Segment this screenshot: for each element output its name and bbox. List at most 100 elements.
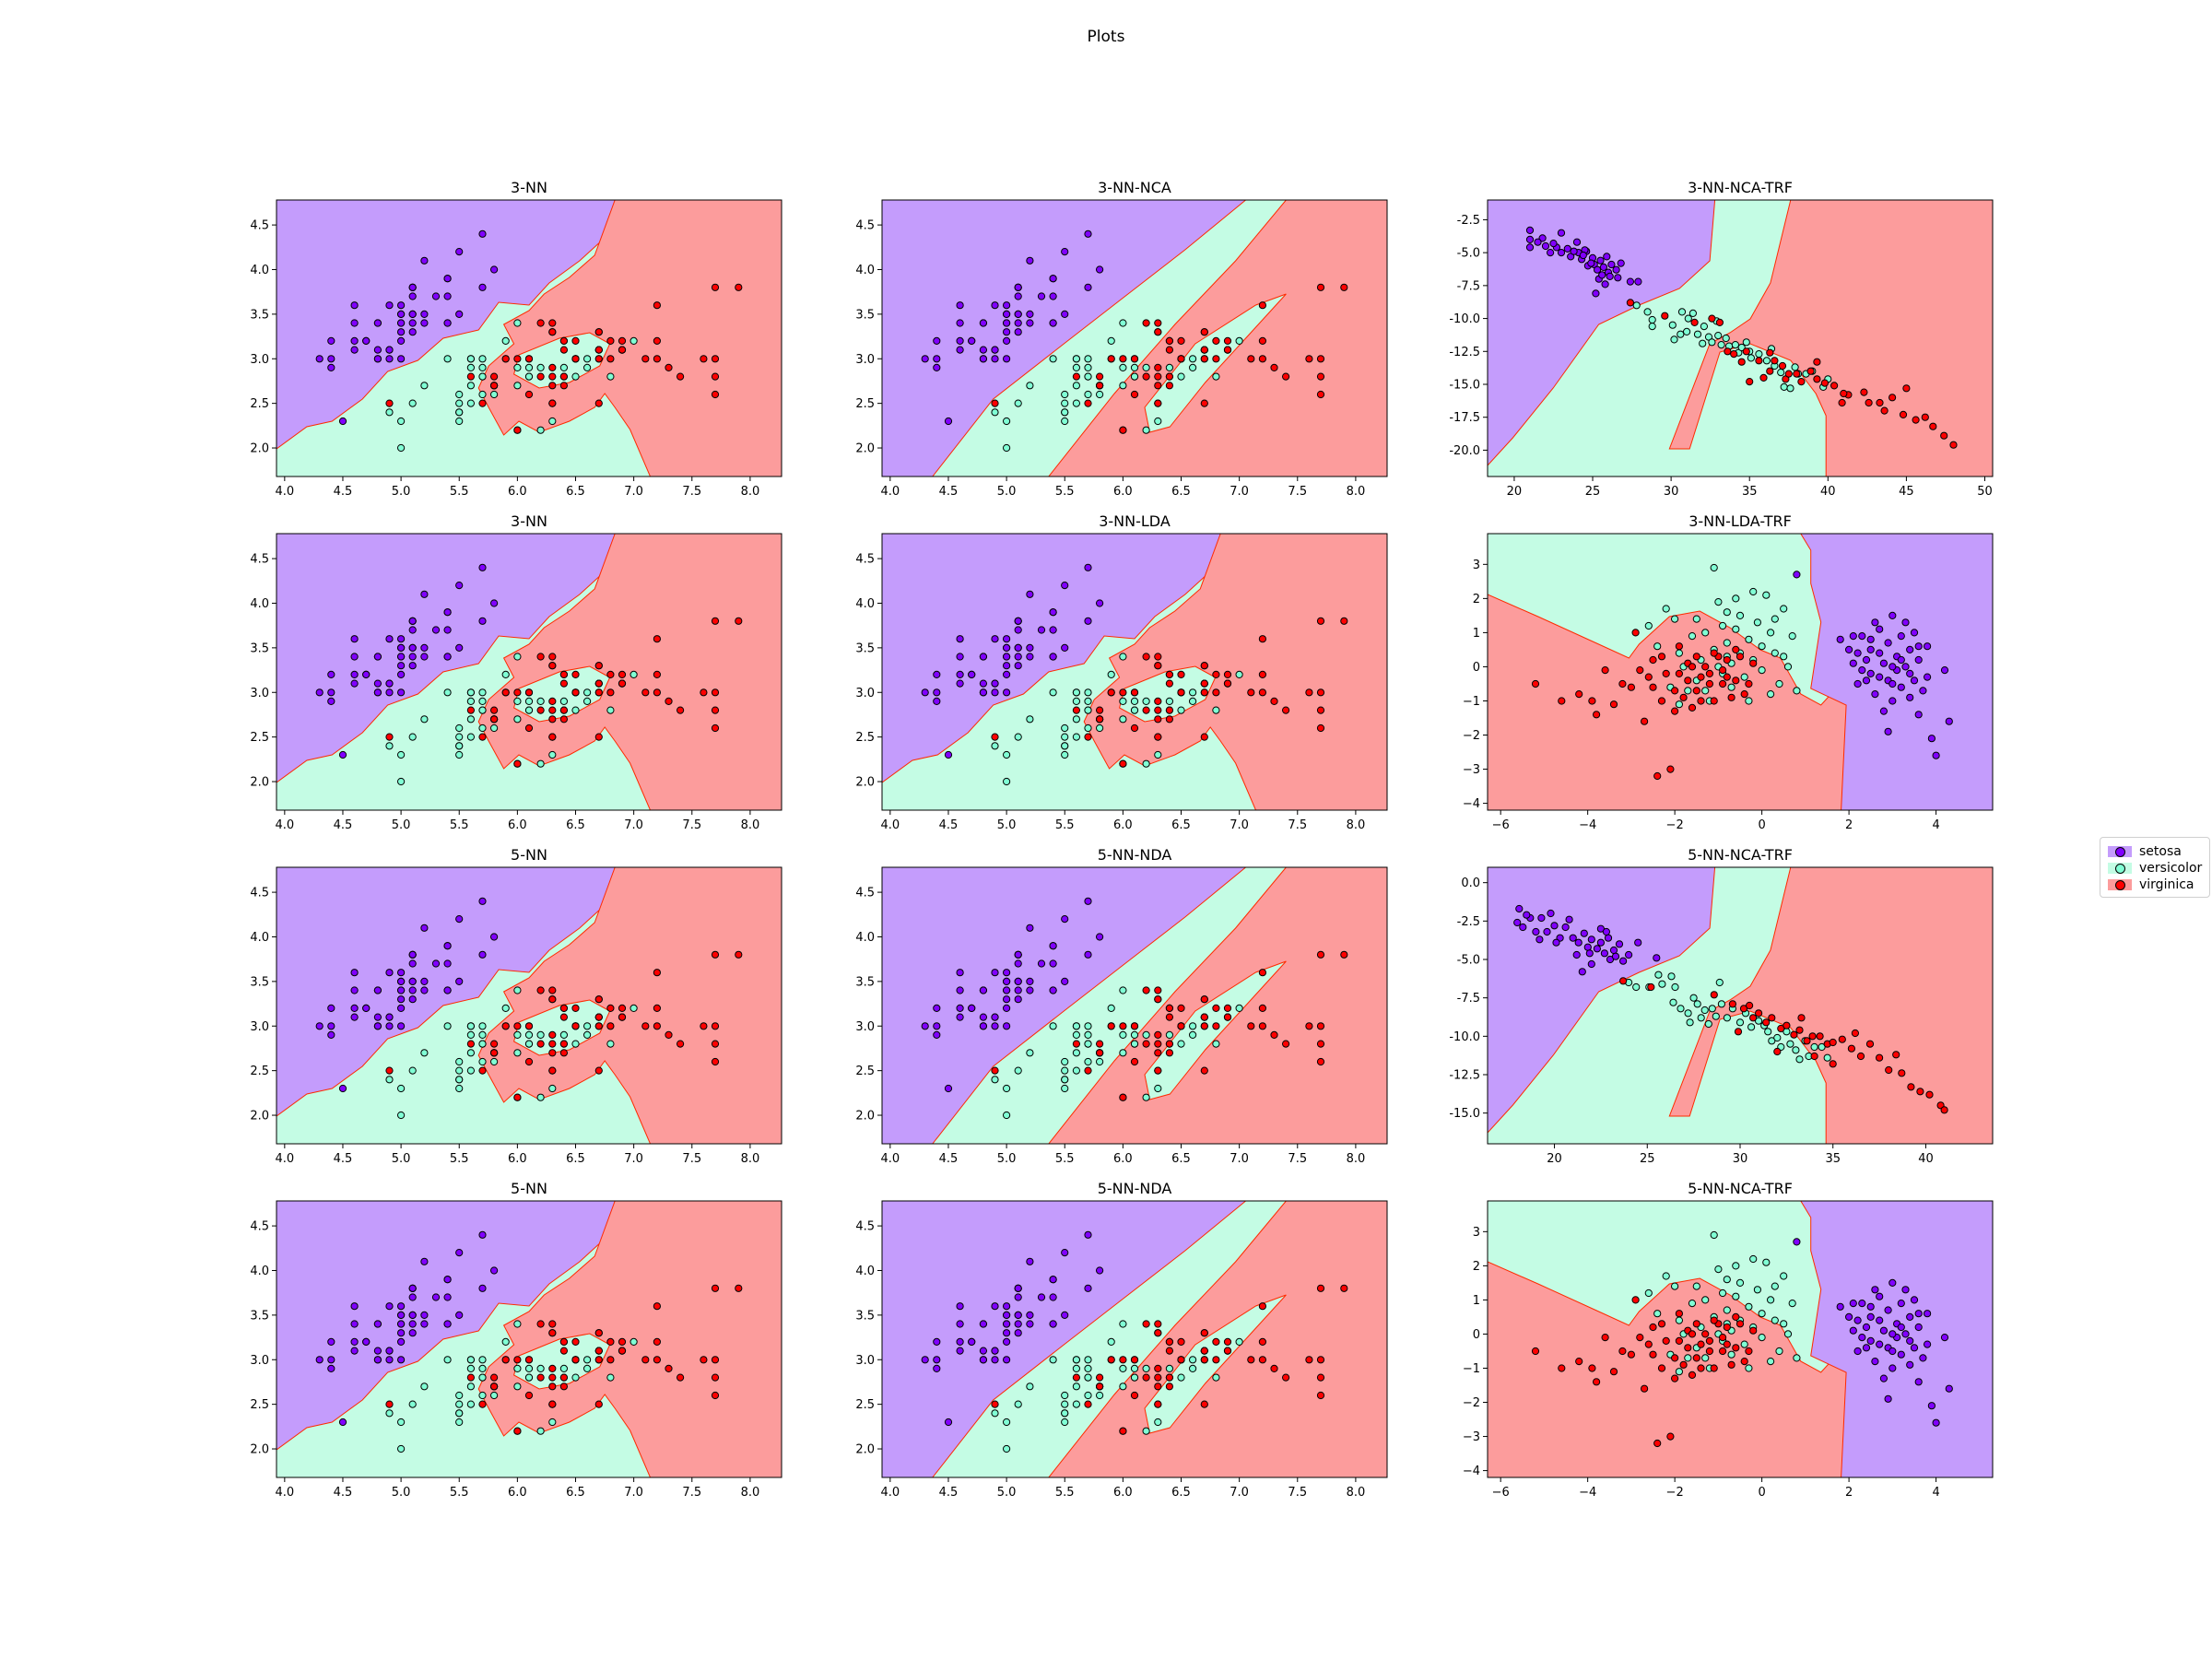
subplot-2-point-versicolor-26: [1189, 355, 1197, 363]
subplot-11-point-virginica-50: [1107, 1356, 1115, 1364]
subplot-1-point-virginica-36: [711, 355, 720, 363]
subplot-9-title: 5-NN-NCA-TRF: [1688, 846, 1793, 864]
subplot-12-point-virginica-2: [1558, 1364, 1566, 1372]
subplot-1-point-setosa-24: [408, 328, 417, 336]
subplot-6-point-versicolor-31: [1762, 591, 1771, 599]
subplot-4-point-virginica-23: [711, 706, 720, 714]
subplot-8-xtick-label-6-5: 6.5: [1171, 1152, 1191, 1166]
subplot-3-point-virginica-18: [1820, 379, 1830, 387]
subplot-12-point-versicolor-48: [1675, 1368, 1684, 1376]
subplot-8-point-virginica-22: [1072, 1040, 1081, 1048]
subplot-8-xtick-label-4-0: 4.0: [880, 1152, 900, 1166]
subplot-5-point-virginica-42: [1223, 679, 1232, 688]
subplot-5-point-setosa-34: [1061, 582, 1069, 590]
subplot-7-point-versicolor-48: [536, 1030, 545, 1040]
subplot-12-point-versicolor-32: [1767, 1296, 1775, 1304]
subplot-12-point-versicolor-38: [1793, 1354, 1801, 1362]
subplot-6-point-versicolor-23: [1735, 611, 1745, 620]
subplot-9-ytick-label-0-0: 0.0: [1461, 877, 1480, 890]
subplot-7-point-setosa-18: [408, 977, 417, 986]
subplot-9-point-versicolor-5: [1658, 980, 1666, 988]
subplot-7-point-virginica-27: [536, 1040, 545, 1048]
subplot-7-point-virginica-46: [594, 1022, 603, 1030]
subplot-5-point-setosa-7: [956, 653, 964, 661]
subplot-6-point-virginica-19: [1675, 669, 1684, 678]
subplot-2-point-virginica-16: [1165, 336, 1174, 345]
subplot-10-point-virginica-46: [594, 1356, 603, 1364]
subplot-2-point-virginica-30: [1258, 355, 1267, 363]
subplot-4-point-versicolor-20: [466, 733, 475, 741]
subplot-2-point-setosa-35: [991, 346, 999, 354]
subplot-1-point-versicolor-32: [455, 408, 464, 417]
subplot-6-point-setosa-31: [1924, 642, 1932, 651]
subplot-1-point-versicolor-27: [606, 372, 615, 381]
subplot-6-point-versicolor-4: [1675, 649, 1684, 657]
subplot-11-point-virginica-23: [1316, 1373, 1325, 1382]
subplot-4-points: [315, 563, 743, 786]
subplot-8-point-versicolor-4: [1061, 1084, 1069, 1093]
subplot-3-point-setosa-24: [1607, 260, 1616, 269]
subplot-7-point-setosa-36: [397, 1004, 406, 1013]
subplot-11-point-setosa-36: [1003, 1337, 1011, 1347]
subplot-12-point-virginica-32: [1732, 1344, 1740, 1352]
subplot-5-point-setosa-14: [921, 688, 929, 697]
subplot-1-ytick-label-3-5: 3.5: [250, 308, 269, 322]
subplot-7-point-virginica-41: [594, 1013, 603, 1021]
subplot-11-point-virginica-6: [1305, 1356, 1313, 1364]
subplot-12-point-virginica-29: [1719, 1347, 1727, 1356]
subplot-4-title: 3-NN: [511, 512, 547, 530]
subplot-3-point-virginica-27: [1912, 416, 1920, 424]
subplot-5-point-virginica-49: [1142, 653, 1150, 661]
subplot-5-point-setosa-2: [991, 688, 999, 697]
subplot-5-point-setosa-47: [1014, 617, 1022, 625]
subplot-8-xtick-label-8-0: 8.0: [1347, 1152, 1366, 1166]
subplot-5-point-versicolor-14: [1130, 697, 1139, 706]
subplot-6-point-versicolor-45: [1745, 697, 1753, 705]
subplot-4-point-virginica-8: [665, 697, 673, 706]
subplot-7-point-virginica-16: [559, 1004, 569, 1013]
subplot-5-point-versicolor-26: [1189, 688, 1197, 697]
subplot-11-point-setosa-46: [979, 1356, 988, 1364]
subplot-9-point-setosa-3: [1519, 923, 1527, 932]
subplot-2-point-virginica-1: [1154, 328, 1162, 336]
subplot-8-point-virginica-49: [1142, 986, 1150, 994]
subplot-6-point-versicolor-30: [1758, 666, 1766, 675]
subplot-10-point-setosa-50: [397, 1329, 406, 1337]
subplot-7-point-versicolor-38: [548, 1084, 557, 1093]
subplot-12-point-virginica-1: [1531, 1347, 1540, 1356]
subplot-11-point-versicolor-34: [1119, 1382, 1127, 1391]
subplot-4-point-setosa-33: [420, 590, 429, 598]
subplot-6-point-virginica-22: [1688, 703, 1697, 712]
subplot-9-point-virginica-8: [1762, 1018, 1771, 1027]
subplot-1-point-virginica-27: [536, 372, 545, 381]
subplot-8-point-virginica-14: [1084, 1066, 1092, 1075]
subplot-2-point-setosa-25: [979, 319, 988, 327]
subplot-12-point-virginica-46: [1732, 1312, 1740, 1322]
subplot-1-point-versicolor-5: [571, 372, 580, 381]
subplot-8-ytick-label-3-5: 3.5: [855, 975, 875, 989]
subplot-1-point-setosa-26: [397, 355, 406, 363]
subplot-6-point-setosa-46: [1888, 679, 1897, 688]
subplot-6-point-setosa-36: [1945, 717, 1953, 725]
subplot-2-point-virginica-15: [1096, 372, 1104, 381]
subplot-3-point-versicolor-3: [1648, 315, 1656, 324]
subplot-1-point-virginica-10: [653, 301, 662, 310]
subplot-4-point-setosa-14: [315, 688, 324, 697]
subplot-7-point-setosa-11: [443, 959, 452, 968]
subplot-2-point-versicolor-11: [1003, 443, 1011, 453]
subplot-9-point-setosa-24: [1587, 959, 1595, 969]
subplot-11-point-virginica-8: [1270, 1364, 1278, 1373]
subplot-8-point-virginica-36: [1316, 1022, 1325, 1030]
subplot-9-point-setosa-22: [1619, 957, 1628, 965]
subplot-8-point-setosa-5: [1003, 969, 1011, 977]
subplot-1-point-virginica-1: [548, 328, 557, 336]
subplot-8-point-virginica-4: [1154, 1030, 1162, 1040]
subplot-8-point-setosa-25: [979, 986, 988, 994]
subplot-3-point-versicolor-2: [1643, 308, 1652, 316]
subplot-4-point-setosa-19: [478, 617, 487, 625]
subplot-6-point-versicolor-14: [1714, 598, 1723, 606]
subplot-1-point-virginica-48: [571, 355, 580, 363]
subplot-11-point-virginica-18: [1316, 1284, 1325, 1292]
subplot-4-frame: [276, 533, 782, 811]
subplot-11-point-versicolor-10: [1026, 1382, 1034, 1391]
